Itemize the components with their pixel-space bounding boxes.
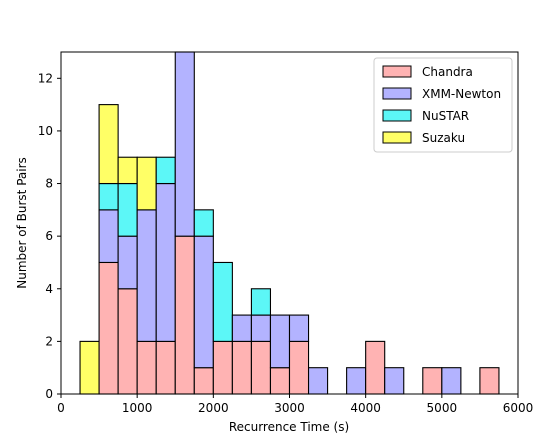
bar-chandra-1250 <box>155 340 176 395</box>
bar-xmm-newton-1000 <box>136 209 157 342</box>
bar-nustar-750 <box>117 182 138 237</box>
bar-nustar-2000 <box>212 261 233 342</box>
legend-label-nustar: NuSTAR <box>422 109 469 123</box>
x-tick-label-5000: 5000 <box>427 401 458 415</box>
x-tick-label-1000: 1000 <box>122 401 153 415</box>
legend-label-suzaku: Suzaku <box>422 131 465 145</box>
x-tick-label-6000: 6000 <box>503 401 534 415</box>
y-axis: 0 2 4 6 8 10 12 <box>38 71 61 401</box>
bars-group <box>79 51 500 395</box>
bar-xmm-newton-500 <box>98 209 119 264</box>
bar-xmm-newton-2250 <box>231 314 252 342</box>
bar-xmm-newton-3250 <box>307 367 329 395</box>
bar-chandra-2500 <box>250 340 272 395</box>
x-tick-label-4000: 4000 <box>350 401 381 415</box>
bar-xmm-newton-2500 <box>250 314 272 342</box>
bar-nustar-2500 <box>250 288 272 316</box>
legend-swatch-xmm-newton <box>382 87 412 100</box>
bar-suzaku-1000 <box>136 156 157 211</box>
legend-swatch-suzaku <box>382 131 412 144</box>
bar-nustar-1250 <box>155 156 176 185</box>
legend-box <box>373 57 513 153</box>
bar-chandra-2000 <box>212 340 233 395</box>
bar-chandra-500 <box>98 261 119 395</box>
bar-xmm-newton-1750 <box>193 235 214 369</box>
bar-xmm-newton-3750 <box>346 367 367 395</box>
y-tick-label-0: 0 <box>45 387 53 401</box>
x-axis: 0 1000 2000 3000 4000 5000 6000 <box>57 394 533 415</box>
bar-xmm-newton-1250 <box>155 182 176 342</box>
x-tick-label-0: 0 <box>57 401 65 415</box>
y-tick-label-6: 6 <box>45 229 53 243</box>
bar-suzaku-750 <box>117 156 138 185</box>
bar-nustar-1750 <box>193 209 214 237</box>
y-tick-label-4: 4 <box>45 282 53 296</box>
bar-chandra-1750 <box>193 367 214 395</box>
legend-label-chandra: Chandra <box>422 65 473 79</box>
legend: Chandra XMM-Newton NuSTAR Suzaku <box>373 57 513 153</box>
bar-chandra-2250 <box>231 340 252 395</box>
y-tick-label-10: 10 <box>38 124 53 138</box>
bar-nustar-500 <box>98 182 119 211</box>
bar-xmm-newton-2750 <box>269 314 291 369</box>
bar-xmm-newton-1500 <box>174 51 195 237</box>
bar-chandra-4000 <box>365 340 386 395</box>
bar-chandra-750 <box>117 288 138 395</box>
x-tick-label-2000: 2000 <box>198 401 229 415</box>
bar-chandra-5500 <box>479 367 500 395</box>
bar-chandra-1500 <box>174 235 195 395</box>
bar-chandra-4750 <box>422 367 443 395</box>
y-tick-label-8: 8 <box>45 177 53 191</box>
x-axis-label: Recurrence Time (s) <box>229 420 349 434</box>
legend-swatch-chandra <box>382 65 412 78</box>
y-axis-label: Number of Burst Pairs <box>15 157 29 289</box>
legend-label-xmm-newton: XMM-Newton <box>422 87 501 101</box>
legend-swatch-nustar <box>382 109 412 122</box>
bar-xmm-newton-750 <box>117 235 138 290</box>
bar-xmm-newton-5000 <box>441 367 462 395</box>
bar-suzaku-250 <box>79 340 100 395</box>
bar-xmm-newton-4250 <box>384 367 405 395</box>
bar-chandra-1000 <box>136 340 157 395</box>
bar-suzaku-500 <box>98 104 119 185</box>
y-tick-label-2: 2 <box>45 334 53 348</box>
x-tick-label-3000: 3000 <box>274 401 305 415</box>
y-tick-label-12: 12 <box>38 71 53 85</box>
bar-chandra-2750 <box>269 367 291 395</box>
bar-chandra-3000 <box>288 340 310 395</box>
bar-xmm-newton-3000 <box>288 314 310 342</box>
